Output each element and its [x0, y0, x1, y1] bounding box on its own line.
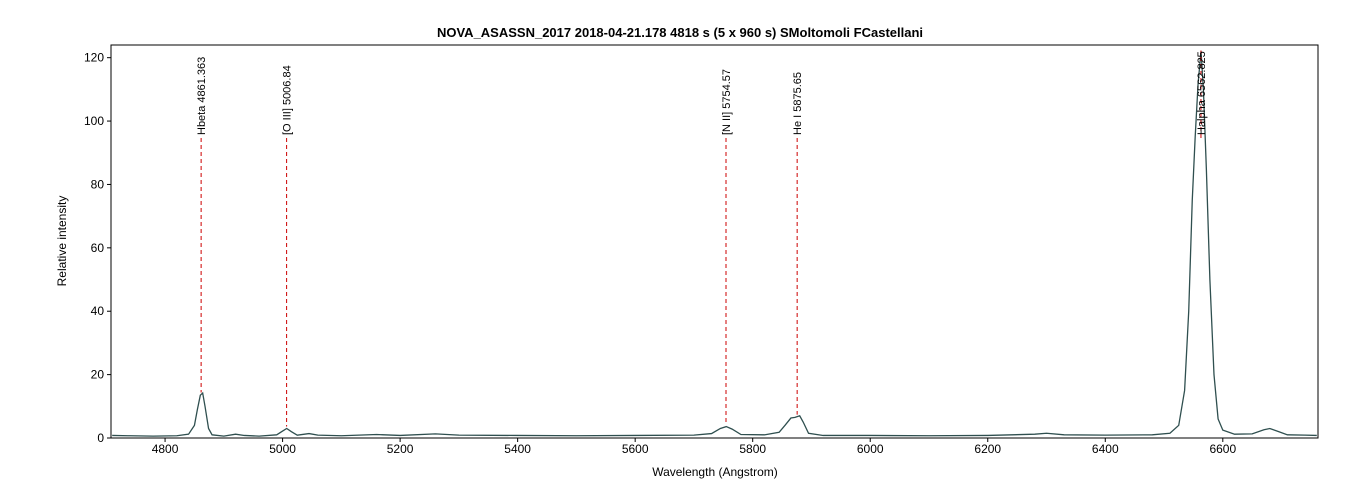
x-tick-label: 6200 — [974, 442, 1001, 456]
annotation-label: Hbeta 4861.363 — [196, 57, 208, 135]
x-tick-label: 4800 — [152, 442, 179, 456]
chart-title: NOVA_ASASSN_2017 2018-04-21.178 4818 s (… — [437, 25, 923, 40]
x-tick-label: 5000 — [269, 442, 296, 456]
y-tick-label: 40 — [91, 304, 105, 318]
spectrum-line — [112, 51, 1317, 437]
x-tick-label: 5600 — [622, 442, 649, 456]
y-axis-label: Relative intensity — [55, 196, 69, 287]
x-tick-label: 5200 — [387, 442, 414, 456]
plot-frame — [110, 44, 1319, 439]
x-tick-label: 6000 — [857, 442, 884, 456]
y-tick-label: 80 — [91, 177, 105, 191]
y-tick-label: 60 — [91, 241, 105, 255]
x-tick-label: 6600 — [1209, 442, 1236, 456]
annotation-label: [O III] 5006.84 — [282, 65, 294, 135]
y-tick-label: 20 — [91, 368, 105, 382]
y-tick-label: 0 — [97, 431, 104, 445]
annotation-label: [N II] 5754.57 — [721, 69, 733, 135]
x-tick-label: 6400 — [1092, 442, 1119, 456]
annotation-label: Halpha 6562.825 — [1196, 51, 1208, 135]
x-axis-label: Wavelength (Angstrom) — [652, 465, 778, 479]
annotation-label: He I 5875.65 — [792, 72, 804, 135]
y-tick-label: 100 — [84, 114, 104, 128]
y-tick-label: 120 — [84, 51, 104, 65]
x-tick-label: 5400 — [504, 442, 531, 456]
x-tick-label: 5800 — [739, 442, 766, 456]
